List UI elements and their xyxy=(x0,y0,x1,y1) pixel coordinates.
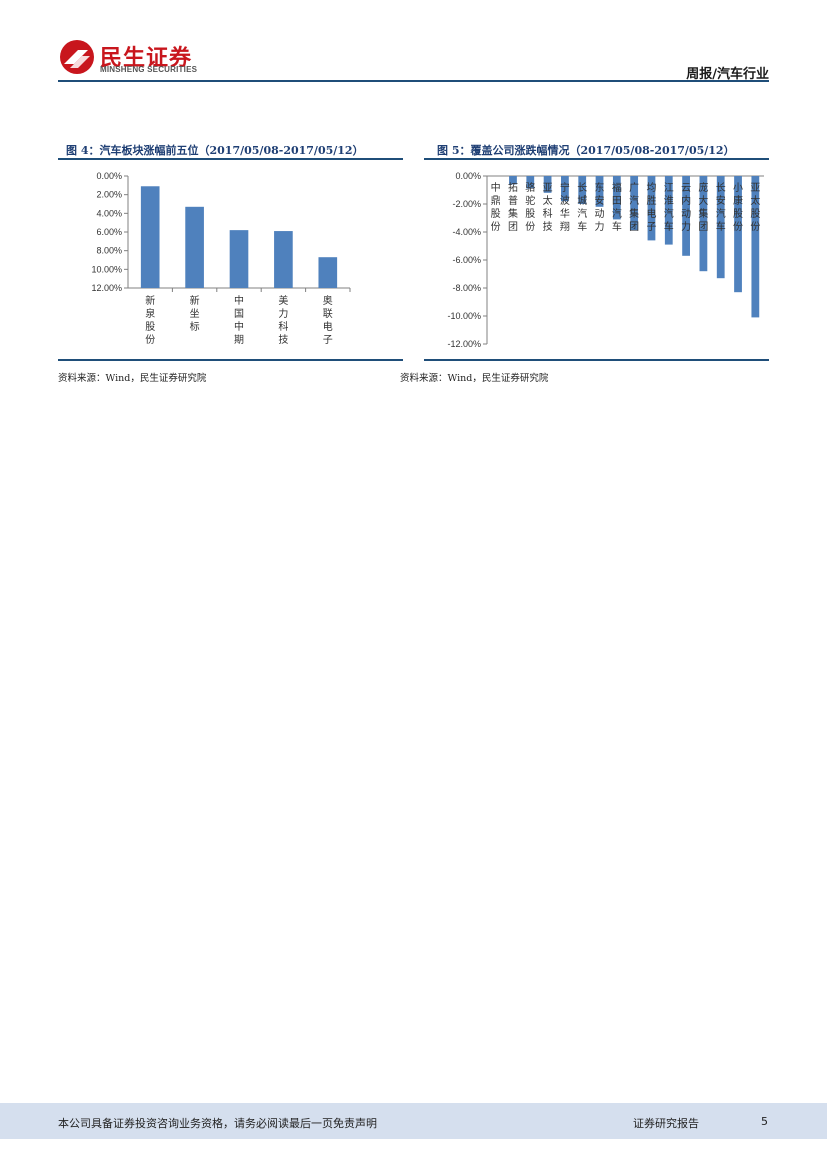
y-tick-label: 12.00% xyxy=(91,283,122,293)
x-category-label: 中国中期 xyxy=(234,294,244,346)
y-tick-label: 8.00% xyxy=(96,246,122,256)
x-category-label: 新泉股份 xyxy=(145,294,155,346)
header-divider xyxy=(58,80,769,82)
bar xyxy=(318,257,338,288)
x-category-label: 中鼎股份 xyxy=(491,181,501,233)
x-category-label: 福田汽车 xyxy=(612,181,622,233)
figure5-title: 图 5：覆盖公司涨跌幅情况（2017/05/08-2017/05/12） xyxy=(437,144,735,157)
report-section-title: 周报/汽车行业 xyxy=(686,67,769,82)
brand-name-cn: 民生证券 xyxy=(100,46,193,71)
x-category-label: 亚太科技 xyxy=(543,183,553,233)
bar xyxy=(595,176,604,207)
page-header: 民生证券 MINSHENG SECURITIES 周报/汽车行业 xyxy=(0,0,827,90)
page-number: 5 xyxy=(761,1115,768,1128)
figure4-chart: 0.00% 2.00% 4.00% 6.00% 8.00% 10.00% 12.00% 新泉股… xyxy=(91,171,351,346)
bar xyxy=(682,176,690,256)
bar xyxy=(509,176,517,185)
figure5-top-rule xyxy=(424,158,769,160)
x-category-label: 东安动力 xyxy=(595,181,605,233)
bar xyxy=(630,176,639,231)
y-tick-label: -10.00% xyxy=(447,311,481,321)
bar xyxy=(185,206,204,288)
x-category-label: 长安汽车 xyxy=(716,182,726,233)
y-tick-label: 0.00% xyxy=(455,171,481,181)
page-footer: 本公司具备证券投资咨询业务资格，请务必阅读最后一页免责声明 证券研究报告 5 xyxy=(0,1103,827,1139)
figure4-top-rule xyxy=(58,158,403,160)
bar xyxy=(647,176,656,241)
x-category-label: 江淮汽车 xyxy=(664,182,674,233)
figure4-title: 图 4：汽车板块涨幅前五位（2017/05/08-2017/05/12） xyxy=(66,144,364,157)
bar xyxy=(229,230,249,288)
figure5-source: 资料来源：Wind，民生证券研究院 xyxy=(400,373,549,384)
y-tick-label: -8.00% xyxy=(452,283,481,293)
y-tick-label: 4.00% xyxy=(96,208,122,218)
figure4-source: 资料来源：Wind，民生证券研究院 xyxy=(58,373,207,384)
y-tick-label: -2.00% xyxy=(452,199,481,209)
x-category-label: 新坐标 xyxy=(190,294,200,333)
bar xyxy=(612,176,621,220)
bar xyxy=(734,176,742,293)
minsheng-logo: 民生证券 MINSHENG SECURITIES xyxy=(58,38,208,78)
x-category-label: 广汽集团 xyxy=(629,182,639,233)
y-tick-label: 2.00% xyxy=(96,190,122,200)
figure4-bottom-rule xyxy=(58,359,403,361)
x-category-label: 均胜电子 xyxy=(646,182,656,233)
figure5-chart: 0.00% -2.00% -4.00% -6.00% -8.00% -10.00% -12.… xyxy=(447,171,764,349)
bar xyxy=(274,231,293,288)
x-category-label: 宁波华翔 xyxy=(560,181,570,233)
bar xyxy=(578,176,587,204)
x-category-label: 拓普集团 xyxy=(508,182,518,233)
x-category-label: 云内动力 xyxy=(681,183,691,233)
footer-doc-type: 证券研究报告 xyxy=(633,1117,699,1130)
footer-disclaimer: 本公司具备证券投资咨询业务资格，请务必阅读最后一页免责声明 xyxy=(58,1117,377,1130)
y-tick-label: 0.00% xyxy=(96,171,122,181)
bar xyxy=(543,176,552,193)
y-tick-label: -12.00% xyxy=(447,339,481,349)
x-category-label: 奥联电子 xyxy=(323,294,333,346)
bar xyxy=(751,176,760,318)
x-category-label: 庞大集团 xyxy=(698,181,708,233)
y-tick-label: 6.00% xyxy=(96,227,122,237)
y-tick-label: -4.00% xyxy=(452,227,481,237)
brand-name-en: MINSHENG SECURITIES xyxy=(100,65,198,74)
x-category-label: 小康股份 xyxy=(733,182,743,233)
logo-emblem-icon xyxy=(60,40,94,74)
x-category-label: 亚太股份 xyxy=(750,183,760,233)
x-category-label: 长城汽车 xyxy=(577,182,587,233)
x-category-label: 骆驼股份 xyxy=(525,181,535,233)
figure5-bottom-rule xyxy=(424,359,769,361)
bar xyxy=(664,176,673,245)
x-category-label: 美力科技 xyxy=(278,294,288,346)
bar xyxy=(716,176,725,279)
y-tick-label: 10.00% xyxy=(91,264,122,274)
bar xyxy=(699,176,708,272)
y-tick-label: -6.00% xyxy=(452,255,481,265)
bar xyxy=(526,176,535,189)
bar xyxy=(140,186,160,288)
bar xyxy=(561,176,569,202)
